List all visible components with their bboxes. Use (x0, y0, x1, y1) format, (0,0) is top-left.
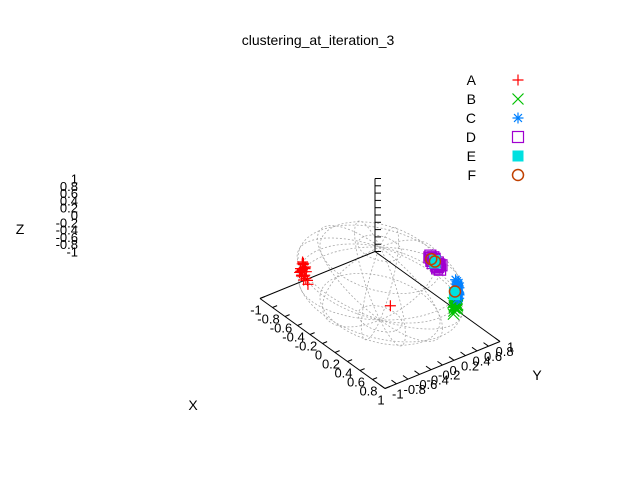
y-tick-label: -0.8 (404, 382, 426, 397)
x-tick-label: 0.2 (322, 357, 340, 372)
x-tick-mark (347, 359, 353, 362)
y-tick-mark (437, 360, 443, 366)
y-axis-label: Y (532, 367, 542, 383)
y-tick-mark (448, 356, 455, 361)
z-tick-label: -0.4 (56, 223, 78, 238)
y-tick-label: 0.8 (496, 344, 514, 359)
z-tick-label: 0 (71, 208, 78, 223)
z-tick-label: -0.6 (56, 230, 78, 245)
data-point-f (448, 285, 462, 298)
x-tick-mark (272, 305, 278, 308)
legend-label-f: F (467, 167, 476, 183)
y-tick-mark (414, 370, 420, 375)
x-tick-label: -0.4 (282, 330, 304, 345)
y-tick-mark (391, 379, 397, 385)
sphere-parallel (319, 221, 441, 294)
z-axis-label: Z (16, 221, 25, 237)
x-tick-mark (309, 332, 315, 335)
x-tick-mark (259, 296, 265, 299)
data-point-e (429, 255, 441, 267)
y-tick-label: 0.2 (461, 358, 479, 373)
y-tick-label: 1 (507, 340, 514, 355)
data-point-c (453, 277, 465, 289)
data-point-a (294, 263, 306, 275)
x-tick-mark (334, 350, 340, 353)
x-tick-label: 0.8 (359, 384, 377, 399)
x-tick-mark (297, 323, 303, 326)
x-tick-mark (284, 314, 290, 317)
legend-label-b: B (467, 91, 476, 107)
x-tick-mark (322, 341, 328, 344)
x-tick-label: -1 (250, 303, 262, 318)
data-point-a (297, 257, 309, 269)
z-tick-label: -0.8 (56, 237, 78, 252)
legend-marker-c (512, 112, 524, 124)
y-tick-mark (379, 384, 386, 389)
legend-label-e: E (467, 148, 476, 164)
x-tick-label: -0.8 (257, 312, 279, 327)
y-tick-label: -1 (392, 387, 404, 402)
data-point-a (296, 264, 308, 276)
z-tick-label: 0.6 (60, 186, 78, 201)
sphere-meridian (361, 226, 399, 341)
sphere-meridian (298, 246, 462, 321)
y-tick-label: 0.4 (473, 354, 491, 369)
legend-marker-e (512, 150, 524, 162)
y-tick-label: 0 (450, 363, 457, 378)
sphere-parallel (319, 273, 441, 346)
axis-ticks: -1-0.8-0.6-0.4-0.200.20.40.60.81 -1 -0.8-0… (56, 172, 515, 408)
z-tick-label: -0.2 (56, 215, 78, 230)
legend-label-a: A (467, 72, 477, 88)
x-tick-mark (359, 368, 365, 371)
z-tick-label: 0.4 (60, 193, 78, 208)
legend-label-d: D (466, 129, 476, 145)
y-tick-mark (471, 346, 478, 352)
y-tick-label: -0.6 (415, 377, 437, 392)
legend-marker-b (512, 93, 524, 105)
data-point-f (425, 252, 438, 266)
x-tick-label: -0.6 (270, 321, 292, 336)
y-tick-mark (425, 365, 432, 371)
x-tick-label: 0.4 (334, 366, 352, 381)
data-point-a (384, 300, 396, 312)
z-tick-label: 1 (71, 172, 78, 187)
sphere-wireframe (296, 220, 464, 347)
z-tick-label: 0.2 (60, 201, 78, 216)
data-point-b (450, 302, 463, 315)
back-axis-line (259, 251, 376, 299)
sphere-meridian (317, 225, 443, 342)
sphere-meridian (322, 239, 438, 328)
x-tick-label: 1 (377, 393, 384, 408)
data-point-a (302, 278, 314, 290)
data-points (294, 249, 465, 321)
x-tick-mark (372, 377, 378, 380)
x-tick-label: -0.2 (295, 339, 317, 354)
y-tick-label: -0.4 (427, 372, 449, 387)
sphere-meridian (354, 220, 406, 347)
legend-label-c: C (466, 110, 476, 126)
y-tick-mark (483, 342, 489, 347)
sphere-meridian (296, 237, 464, 330)
y-tick-mark (494, 337, 501, 342)
chart-title: clustering_at_iteration_3 (242, 32, 395, 48)
x-axis-label: X (188, 397, 198, 413)
data-point-e (449, 289, 460, 301)
legend-marker-a (512, 74, 524, 86)
y-tick-label: 0.6 (484, 349, 502, 364)
data-point-b (447, 308, 460, 321)
legend-marker-d (511, 130, 525, 144)
x-tick-label: 0.6 (347, 375, 365, 390)
x-tick-mark (384, 386, 390, 389)
y-tick-mark (402, 375, 409, 380)
legend-marker-f (511, 168, 525, 182)
z-tick-label: 0.8 (60, 179, 78, 194)
z-tick-label: -1 (66, 245, 78, 260)
y-tick-label: -0.2 (438, 368, 460, 383)
y-tick-mark (460, 351, 466, 357)
back-axis-line (374, 251, 501, 342)
data-point-a (300, 272, 312, 284)
x-tick-label: 0 (315, 348, 322, 363)
